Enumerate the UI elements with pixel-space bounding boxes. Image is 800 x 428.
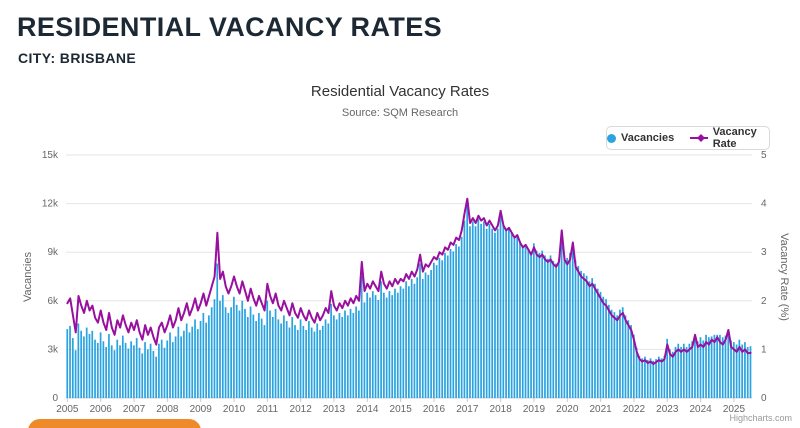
x-tick: 2023 [656,404,679,415]
y-left-tick: 15k [42,150,59,161]
legend-label-vacancy-rate: Vacancy Rate [712,126,757,150]
x-tick: 2007 [123,404,146,415]
legend-item-vacancy-rate[interactable]: Vacancy Rate [690,126,769,150]
x-tick: 2025 [723,404,746,415]
y-right-tick: 4 [761,199,767,210]
vacancy-rate-series-marker-icon [690,134,708,142]
y-left-tick: 9k [47,247,59,258]
x-tick: 2015 [390,404,413,415]
x-tick: 2011 [257,404,279,415]
x-tick: 2008 [156,404,179,415]
y-right-tick: 5 [761,150,767,161]
x-tick: 2005 [56,404,79,415]
x-tick: 2009 [190,404,213,415]
page-title: RESIDENTIAL VACANCY RATES [17,12,443,42]
y-right-axis-title: Vacancy Rate (%) [778,233,790,321]
x-tick: 2021 [590,404,613,415]
y-right-tick: 3 [761,247,767,258]
x-tick: 2012 [290,404,313,415]
chart-subtitle: Source: SQM Research [341,107,459,119]
vacancies-bars[interactable] [66,201,752,398]
x-tick: 2016 [423,404,446,415]
orange-button[interactable] [28,419,201,428]
page-subtitle: CITY: BRISBANE [18,50,137,66]
highcharts-credit[interactable]: Highcharts.com [729,413,792,423]
vacancy-rate-line[interactable] [66,197,752,365]
y-left-tick: 0 [52,393,58,404]
y-right-tick: 0 [761,393,767,404]
x-tick: 2013 [323,404,346,415]
y-left-tick: 12k [42,199,59,210]
x-tick: 2022 [623,404,646,415]
legend-item-vacancies[interactable]: Vacancies [607,132,674,144]
x-tick: 2018 [490,404,513,415]
x-tick: 2019 [523,404,546,415]
x-tick: 2010 [223,404,246,415]
x-tick: 2020 [556,404,579,415]
vacancies-series-marker-icon [607,133,616,143]
y-left-tick: 6k [47,296,59,307]
chart-title: Residential Vacancy Rates [310,83,490,100]
axis-labels: 0 0 3k 1 6k 2 9k 3 12k 4 15k 5 2005 2006 2007 2008 2009 2… [42,150,767,415]
x-tick: 2006 [90,404,113,415]
y-right-tick: 1 [761,344,767,355]
x-tick: 2014 [356,404,379,415]
x-tick: 2017 [456,404,479,415]
y-left-tick: 3k [47,344,59,355]
legend-label-vacancies: Vacancies [621,132,675,144]
legend: Vacancies Vacancy Rate [606,126,770,150]
y-right-tick: 2 [761,296,767,307]
y-left-axis-title: Vacancies [22,252,34,302]
x-tick: 2024 [689,404,712,415]
